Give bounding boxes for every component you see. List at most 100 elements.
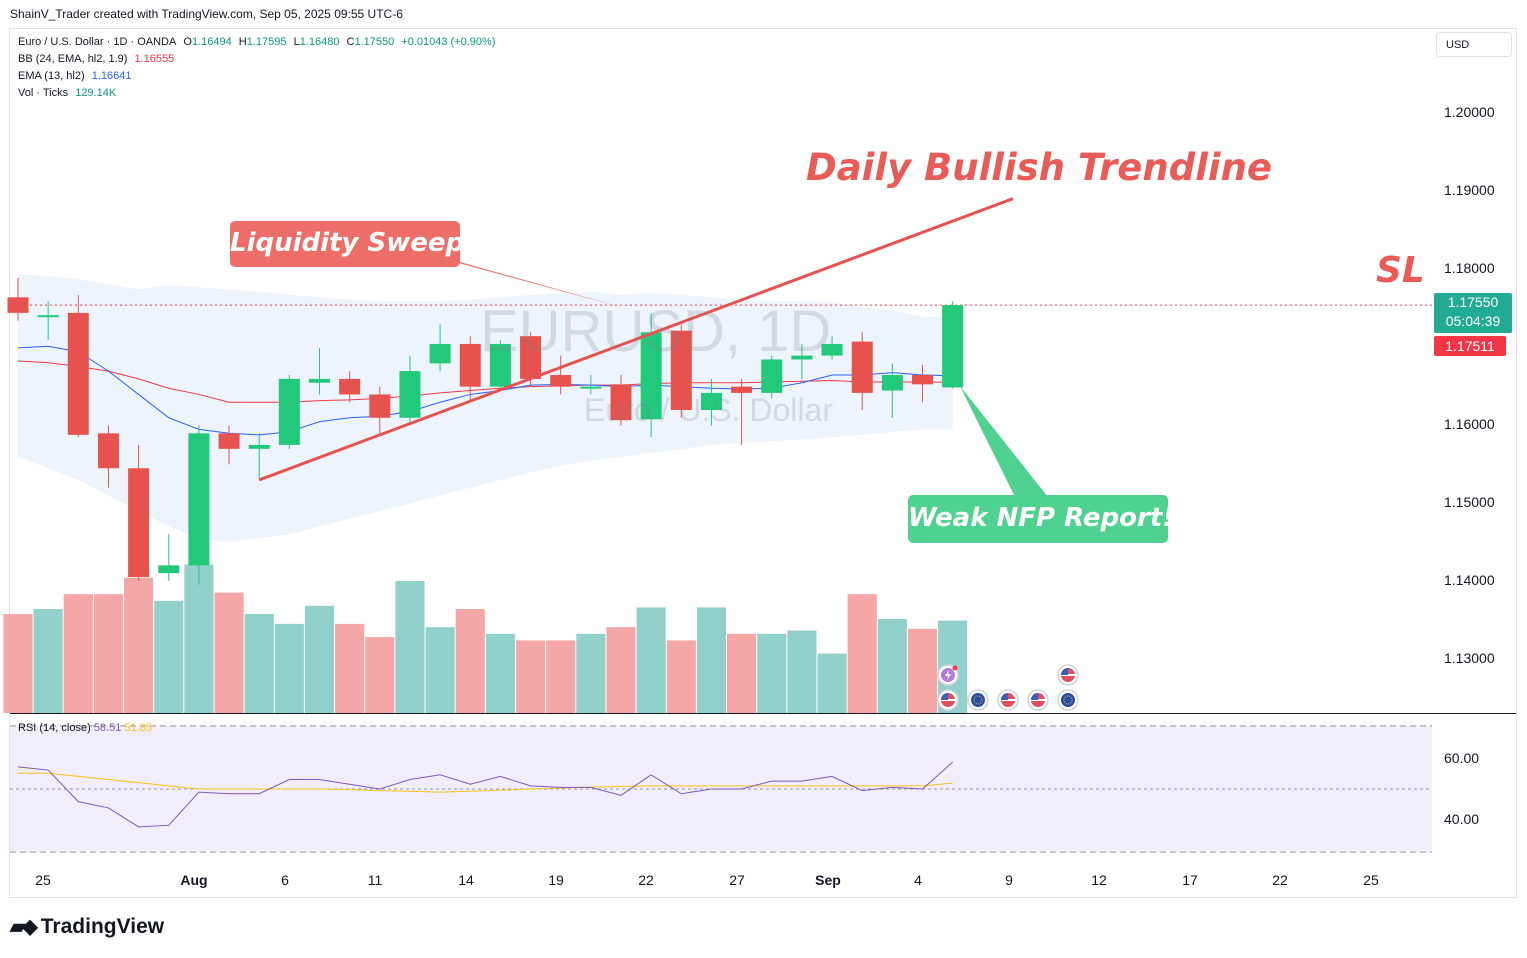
candle-down	[7, 297, 29, 313]
flag-eu-stars	[973, 695, 983, 705]
lightning-shape	[945, 670, 951, 680]
flag-us-canton	[1031, 693, 1038, 700]
candle-up	[580, 386, 602, 389]
rsi-legend[interactable]: RSI (14, close) 58.51 51.85	[18, 722, 152, 734]
flag-us-canton	[1001, 693, 1008, 700]
rsi-tick: 40.00	[1444, 811, 1480, 827]
candle-down	[459, 343, 481, 387]
legend-low: 1.16480	[299, 36, 340, 48]
liquidity-sweep-pointer	[440, 258, 628, 309]
volume-bar	[485, 633, 515, 713]
rsi-tick: 60.00	[1444, 750, 1480, 766]
candle-up	[188, 433, 210, 566]
volume-bar	[817, 653, 847, 713]
stop-loss-label[interactable]: SL	[1376, 250, 1425, 291]
bollinger-band-layer	[18, 274, 953, 543]
price-tick: 1.16000	[1444, 416, 1495, 432]
volume-bar	[606, 627, 636, 713]
volume-bar	[395, 581, 425, 713]
rsi-ma-line	[18, 772, 953, 793]
candle-down	[670, 330, 692, 410]
candle-down	[851, 341, 873, 393]
legend-volume-value: 129.14K	[75, 87, 117, 99]
candle-up	[942, 305, 964, 388]
volume-bar	[274, 623, 304, 713]
candle-up	[248, 444, 270, 449]
volume-bar	[727, 633, 757, 713]
time-tick: Sep	[815, 872, 841, 888]
legend-change: +0.01043 (+0.90%)	[401, 36, 496, 48]
chart-frame	[9, 28, 1517, 898]
candle-up	[881, 375, 903, 391]
legend-bb-label: BB (24, EMA, hl2, 1.9)	[18, 53, 128, 65]
volume-bar	[335, 623, 365, 713]
volume-bar	[907, 628, 938, 713]
time-tick: 22	[638, 872, 654, 888]
candle-down	[369, 394, 391, 418]
candle-up	[821, 343, 843, 356]
time-tick: 6	[281, 872, 289, 888]
candle-up	[158, 565, 180, 574]
candle-up	[309, 378, 330, 383]
flag-eu-stars	[1063, 695, 1073, 705]
flag-us-canton	[941, 693, 948, 700]
price-tick: 1.18000	[1444, 260, 1495, 276]
rsi-legend-value: 58.51	[93, 722, 122, 734]
bar-countdown: 05:04:39	[1445, 313, 1501, 329]
candle-down	[610, 384, 632, 421]
volume-bar	[877, 618, 907, 713]
candle-up	[700, 392, 722, 410]
legend-high-label: H	[238, 36, 247, 48]
flag-us-canton	[1061, 668, 1068, 675]
earnings-event-icon	[937, 664, 959, 686]
us-event-icon	[997, 689, 1019, 711]
volume-bar	[757, 633, 787, 713]
last-price-label: 1.17550 05:04:39	[1434, 293, 1512, 333]
rsi-line	[17, 761, 953, 828]
candle-up	[278, 378, 300, 445]
time-tick: 11	[367, 872, 383, 888]
legend-volume[interactable]: Vol · Ticks 129.14K	[18, 87, 120, 99]
liquidity-sweep-callout[interactable]: Liquidity Sweep	[230, 221, 464, 267]
volume-layer	[3, 564, 968, 713]
candle-down	[97, 433, 119, 469]
price-tick: 1.20000	[1444, 104, 1495, 120]
candle-down	[67, 312, 89, 435]
rsi-legend-label: RSI (14, close)	[18, 722, 91, 734]
volume-bar	[515, 640, 546, 713]
time-tick: 9	[1005, 872, 1013, 888]
volume-bar	[304, 605, 335, 713]
volume-bar	[154, 600, 184, 713]
last-price-value: 1.17550	[1447, 294, 1499, 310]
us-event-icon	[1057, 664, 1079, 686]
volume-bar	[3, 614, 33, 713]
tradingview-logo[interactable]: ▰◆ TradingView	[10, 914, 164, 939]
legend-ema-value: 1.16641	[91, 70, 132, 82]
time-tick: 19	[548, 872, 564, 888]
nfp-report-callout[interactable]: Weak NFP Report!	[908, 495, 1174, 543]
volume-bar	[93, 594, 124, 713]
trendline-title[interactable]: Daily Bullish Trendline	[806, 146, 1273, 189]
candle-up	[429, 343, 451, 364]
time-tick: 4	[914, 872, 922, 888]
legend-bb-value: 1.16555	[134, 53, 175, 65]
legend-ema[interactable]: EMA (13, hl2) 1.16641	[18, 70, 135, 82]
us-event-icon	[1027, 689, 1049, 711]
legend-main[interactable]: Euro / U.S. Dollar · 1D · OANDA O1.16494…	[18, 36, 499, 48]
currency-button[interactable]: USD	[1436, 32, 1512, 57]
legend-high: 1.17595	[246, 36, 287, 48]
candle-up	[761, 359, 783, 393]
candle-up	[640, 332, 662, 420]
flag-eu-field	[1061, 693, 1075, 707]
volume-bar	[365, 637, 395, 713]
candle-down	[731, 386, 753, 393]
rsi-legend-ma: 51.85	[124, 722, 152, 734]
legend-bb[interactable]: BB (24, EMA, hl2, 1.9) 1.16555	[18, 53, 178, 65]
volume-bar	[576, 633, 606, 713]
tradingview-logo-icon: ▰◆	[10, 916, 38, 938]
legend-open: 1.16494	[191, 36, 232, 48]
eu-event-icon	[967, 689, 989, 711]
chart-credit: ShainV_Trader created with TradingView.c…	[10, 7, 403, 21]
time-tick: 14	[458, 872, 474, 888]
